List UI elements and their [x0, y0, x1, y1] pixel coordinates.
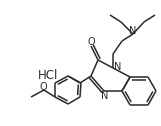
Text: N: N [101, 91, 109, 101]
Text: O: O [39, 82, 47, 92]
Text: O: O [87, 37, 95, 47]
Text: N: N [129, 26, 137, 36]
Text: N: N [114, 62, 122, 72]
Text: HCl: HCl [38, 69, 58, 82]
